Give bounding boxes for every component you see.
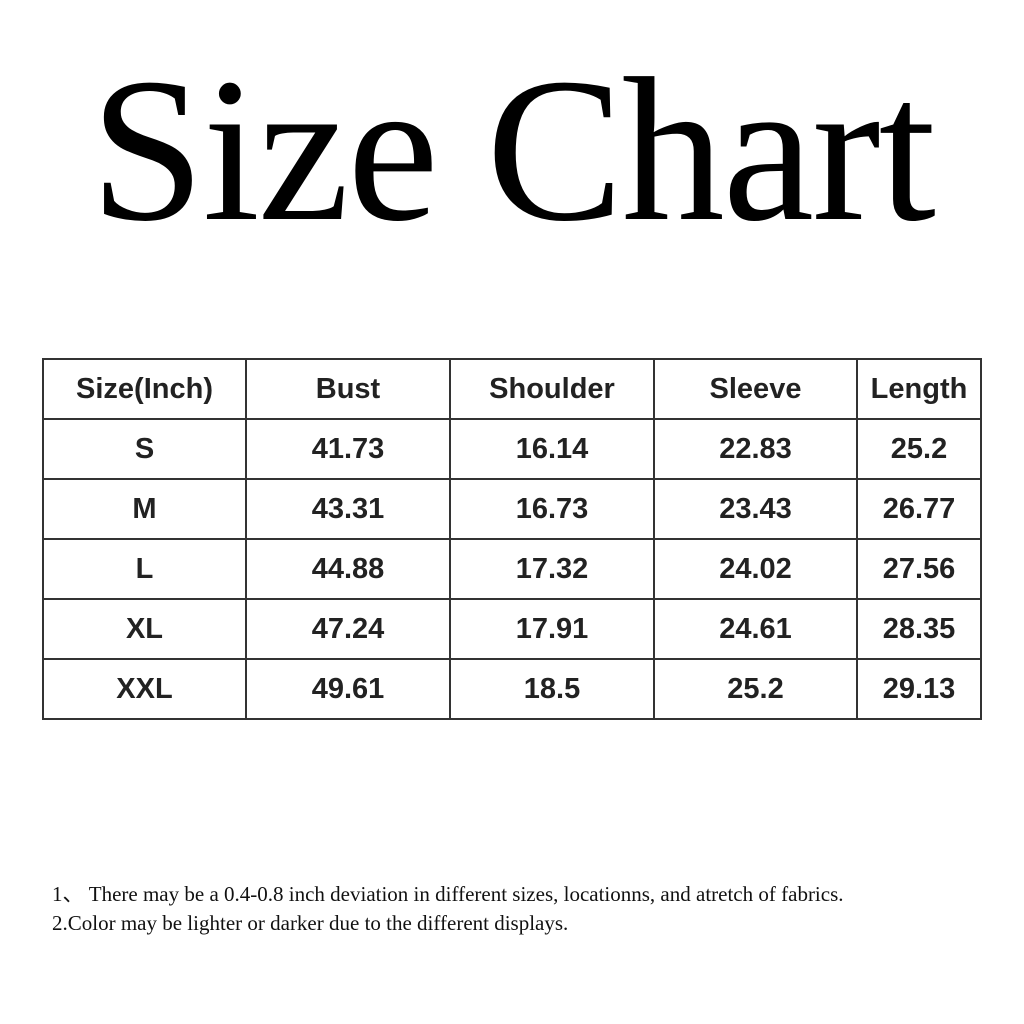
table-cell: 16.73 [449,478,655,540]
table-cell: 43.31 [245,478,451,540]
table-cell: 41.73 [245,418,451,480]
table-cell: 26.77 [856,478,982,540]
header-row: Size(Inch) Bust Shoulder Sleeve Length [42,358,982,420]
table-cell: 27.56 [856,538,982,600]
table-cell: 17.32 [449,538,655,600]
table-cell: XXL [42,658,247,720]
table-cell: 25.2 [653,658,858,720]
table-row: S 41.73 16.14 22.83 25.2 [42,418,982,480]
table-cell: 44.88 [245,538,451,600]
table-cell: 25.2 [856,418,982,480]
header-cell: Size(Inch) [42,358,247,420]
table-row: XL 47.24 17.91 24.61 28.35 [42,598,982,660]
table-cell: 24.61 [653,598,858,660]
size-table: Size(Inch) Bust Shoulder Sleeve Length S 41.73… [42,358,982,720]
note-1: 1、 There may be a 0.4-0.8 inch deviation… [52,882,844,906]
table-cell: 47.24 [245,598,451,660]
table-cell: L [42,538,247,600]
header-cell: Sleeve [653,358,858,420]
table-row: L 44.88 17.32 24.02 27.56 [42,538,982,600]
table-cell: 23.43 [653,478,858,540]
note-2: 2.Color may be lighter or darker due to … [52,911,569,935]
table-cell: 28.35 [856,598,982,660]
table-cell: 17.91 [449,598,655,660]
header-cell: Length [856,358,982,420]
header-cell: Bust [245,358,451,420]
table-cell: 22.83 [653,418,858,480]
page-title: Size Chart [90,35,936,264]
table-cell: 24.02 [653,538,858,600]
table-cell: 29.13 [856,658,982,720]
table-cell: 49.61 [245,658,451,720]
table-cell: M [42,478,247,540]
header-cell: Shoulder [449,358,655,420]
table-cell: 16.14 [449,418,655,480]
table-cell: S [42,418,247,480]
table-row: M 43.31 16.73 23.43 26.77 [42,478,982,540]
table-cell: XL [42,598,247,660]
table-cell: 18.5 [449,658,655,720]
notes: 1、 There may be a 0.4-0.8 inch deviation… [52,880,844,938]
table-row: XXL 49.61 18.5 25.2 29.13 [42,658,982,720]
